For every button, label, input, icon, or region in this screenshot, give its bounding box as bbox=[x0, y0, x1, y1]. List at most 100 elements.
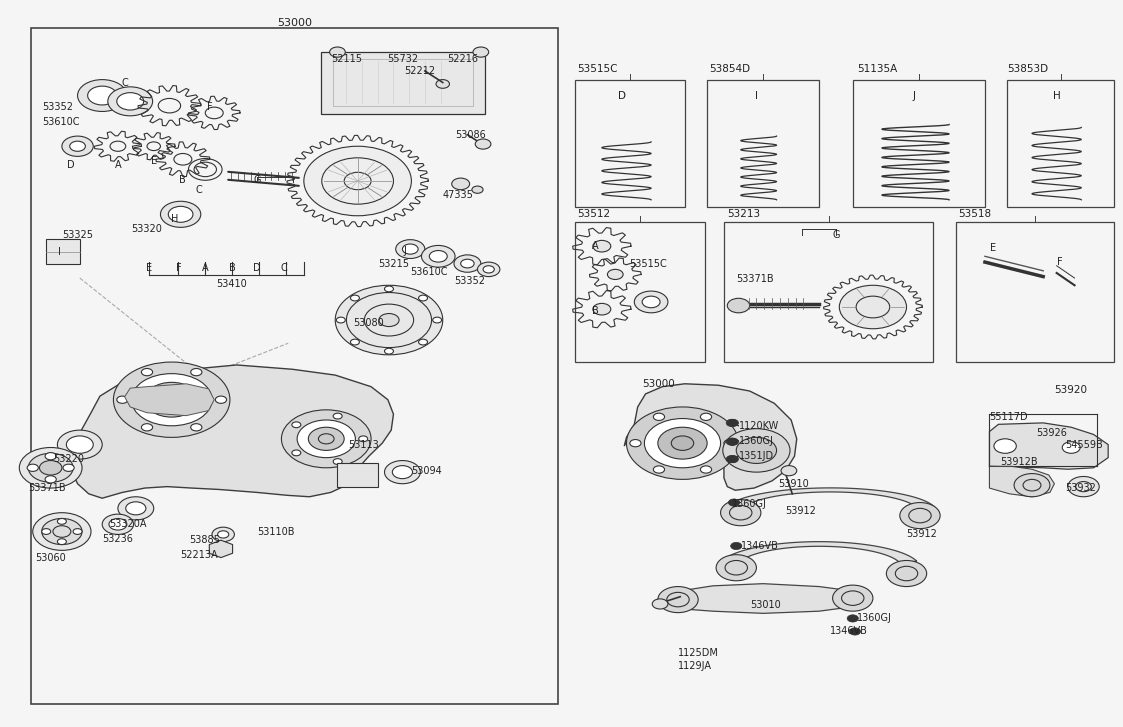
Circle shape bbox=[483, 266, 494, 273]
Text: 53215: 53215 bbox=[377, 259, 409, 268]
Circle shape bbox=[212, 527, 235, 542]
Circle shape bbox=[886, 561, 926, 587]
Circle shape bbox=[384, 286, 393, 292]
Text: 53325: 53325 bbox=[62, 230, 93, 240]
Text: 53920: 53920 bbox=[1054, 385, 1087, 395]
Text: 1129JA: 1129JA bbox=[678, 662, 712, 671]
Circle shape bbox=[298, 420, 355, 458]
Circle shape bbox=[630, 440, 641, 447]
Circle shape bbox=[728, 438, 739, 446]
Circle shape bbox=[73, 529, 82, 534]
Text: 53910: 53910 bbox=[778, 479, 809, 489]
Circle shape bbox=[216, 396, 227, 403]
Text: 53113: 53113 bbox=[348, 440, 380, 449]
Text: E: E bbox=[989, 243, 996, 252]
Circle shape bbox=[191, 369, 202, 376]
Circle shape bbox=[336, 317, 345, 323]
Text: 53110B: 53110B bbox=[257, 526, 294, 537]
Circle shape bbox=[42, 529, 51, 534]
Circle shape bbox=[42, 518, 82, 545]
Text: A: A bbox=[115, 160, 121, 170]
Circle shape bbox=[45, 453, 56, 459]
Text: 53371B: 53371B bbox=[737, 275, 774, 284]
Circle shape bbox=[27, 464, 38, 471]
Circle shape bbox=[728, 419, 739, 427]
Text: 53926: 53926 bbox=[1037, 428, 1067, 438]
Text: 53060: 53060 bbox=[35, 553, 66, 563]
Text: 52213A: 52213A bbox=[181, 550, 218, 560]
Text: 53213: 53213 bbox=[728, 209, 760, 220]
Text: 53080: 53080 bbox=[353, 318, 384, 328]
Bar bbox=[321, 52, 485, 113]
Text: E: E bbox=[150, 156, 157, 166]
Circle shape bbox=[658, 427, 707, 459]
Text: D: D bbox=[253, 263, 261, 273]
Circle shape bbox=[454, 255, 481, 272]
Text: 53518: 53518 bbox=[958, 209, 992, 220]
Circle shape bbox=[849, 628, 860, 635]
Text: I: I bbox=[755, 91, 758, 100]
Circle shape bbox=[645, 419, 721, 467]
Circle shape bbox=[839, 285, 906, 329]
Circle shape bbox=[304, 146, 411, 216]
Text: 53512: 53512 bbox=[577, 209, 610, 220]
Text: 53854D: 53854D bbox=[710, 65, 750, 74]
Circle shape bbox=[1014, 473, 1050, 497]
Text: 53236: 53236 bbox=[102, 534, 134, 544]
Polygon shape bbox=[724, 488, 935, 515]
Circle shape bbox=[782, 465, 796, 475]
Circle shape bbox=[392, 465, 412, 478]
Text: 1346VB: 1346VB bbox=[830, 627, 868, 636]
Text: 1351JD: 1351JD bbox=[739, 451, 774, 461]
Circle shape bbox=[156, 390, 188, 410]
Circle shape bbox=[429, 251, 447, 262]
Polygon shape bbox=[71, 365, 393, 498]
Bar bbox=[852, 79, 985, 207]
Circle shape bbox=[731, 542, 742, 550]
Polygon shape bbox=[209, 540, 232, 558]
Circle shape bbox=[117, 396, 128, 403]
Bar bbox=[334, 60, 473, 105]
FancyArrowPatch shape bbox=[228, 180, 299, 186]
Circle shape bbox=[477, 262, 500, 276]
Text: 51135A: 51135A bbox=[857, 65, 897, 74]
Text: 53912: 53912 bbox=[786, 506, 816, 516]
Circle shape bbox=[727, 456, 738, 462]
Circle shape bbox=[419, 340, 428, 345]
Text: H: H bbox=[1052, 91, 1060, 100]
Bar bbox=[724, 222, 933, 362]
Circle shape bbox=[737, 438, 777, 463]
Circle shape bbox=[384, 348, 393, 354]
Text: 52212: 52212 bbox=[404, 66, 436, 76]
Text: 53371B: 53371B bbox=[28, 483, 66, 493]
Circle shape bbox=[335, 285, 442, 355]
Circle shape bbox=[847, 615, 858, 622]
Circle shape bbox=[108, 87, 153, 116]
Circle shape bbox=[654, 466, 665, 473]
Circle shape bbox=[701, 413, 712, 420]
Circle shape bbox=[432, 317, 441, 323]
Circle shape bbox=[62, 136, 93, 156]
Text: F: F bbox=[1057, 257, 1062, 267]
Circle shape bbox=[652, 599, 668, 609]
Circle shape bbox=[57, 539, 66, 545]
Polygon shape bbox=[719, 542, 916, 574]
Circle shape bbox=[57, 518, 66, 524]
Text: B: B bbox=[229, 263, 236, 273]
Circle shape bbox=[716, 555, 757, 581]
Text: J: J bbox=[913, 91, 916, 100]
Circle shape bbox=[395, 240, 424, 259]
Circle shape bbox=[421, 246, 455, 268]
Circle shape bbox=[39, 460, 62, 475]
Text: D: D bbox=[67, 160, 74, 170]
Circle shape bbox=[358, 436, 367, 442]
Text: 53853D: 53853D bbox=[1007, 65, 1049, 74]
Text: 1360GJ: 1360GJ bbox=[739, 436, 774, 446]
Circle shape bbox=[141, 424, 153, 431]
Circle shape bbox=[378, 313, 399, 326]
Text: 52216: 52216 bbox=[447, 54, 478, 63]
Circle shape bbox=[460, 260, 474, 268]
Text: 1125DM: 1125DM bbox=[678, 648, 719, 658]
Text: F: F bbox=[175, 263, 181, 273]
Circle shape bbox=[45, 475, 56, 483]
